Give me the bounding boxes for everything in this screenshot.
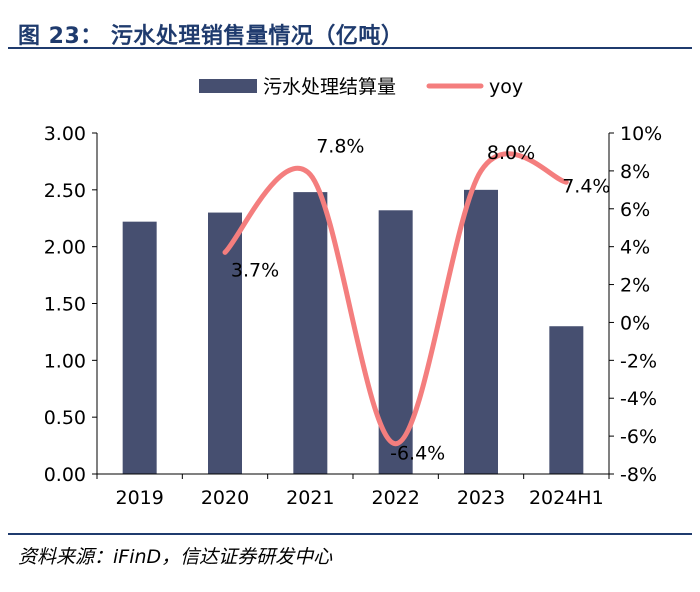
yoy-data-label: 8.0% <box>487 142 535 164</box>
right-tick-label: 2% <box>620 275 650 297</box>
x-tick-label: 2022 <box>371 487 419 509</box>
left-tick-label: 0.00 <box>44 464 86 486</box>
yoy-data-label: -6.4% <box>390 443 445 465</box>
legend-line-label: yoy <box>489 76 523 98</box>
left-tick-label: 0.50 <box>44 407 86 429</box>
right-tick-label: 4% <box>620 237 650 259</box>
footer-rule <box>8 533 692 535</box>
left-tick-label: 1.00 <box>44 350 86 372</box>
yoy-data-label: 7.8% <box>316 136 364 158</box>
right-tick-label: -4% <box>620 388 657 410</box>
yoy-data-label: 7.4% <box>562 175 610 197</box>
left-tick-label: 3.00 <box>44 123 86 145</box>
bar-2021 <box>293 192 328 474</box>
left-tick-label: 2.50 <box>44 180 86 202</box>
bar-2019 <box>122 221 157 474</box>
right-tick-label: -2% <box>620 350 657 372</box>
bar-2020 <box>208 212 242 475</box>
right-tick-label: 8% <box>620 161 650 183</box>
yoy-line <box>222 151 569 447</box>
title-rule <box>8 47 692 49</box>
right-tick-label: 0% <box>620 312 650 334</box>
left-tick-label: 2.00 <box>44 237 86 259</box>
legend-bar-label: 污水处理结算量 <box>263 76 396 98</box>
legend-bar-swatch <box>199 79 257 93</box>
x-tick-label: 2021 <box>286 487 334 509</box>
right-tick-label: -8% <box>620 464 657 486</box>
x-tick-label: 2019 <box>115 487 163 509</box>
bar-2024H1 <box>549 326 584 474</box>
right-tick-label: 6% <box>620 199 650 221</box>
right-tick-label: -6% <box>620 426 657 448</box>
figure-title: 图 23： 污水处理销售量情况（亿吨） <box>18 24 404 49</box>
yoy-data-label: 3.7% <box>231 259 279 281</box>
x-tick-label: 2023 <box>457 487 505 509</box>
bar-2023 <box>464 189 498 475</box>
right-tick-label: 10% <box>620 123 662 145</box>
x-tick-label: 2024H1 <box>529 487 604 509</box>
left-tick-label: 1.50 <box>44 294 86 316</box>
x-tick-label: 2020 <box>201 487 249 509</box>
source-note: 资料来源：iFinD，信达证券研发中心 <box>18 546 333 568</box>
